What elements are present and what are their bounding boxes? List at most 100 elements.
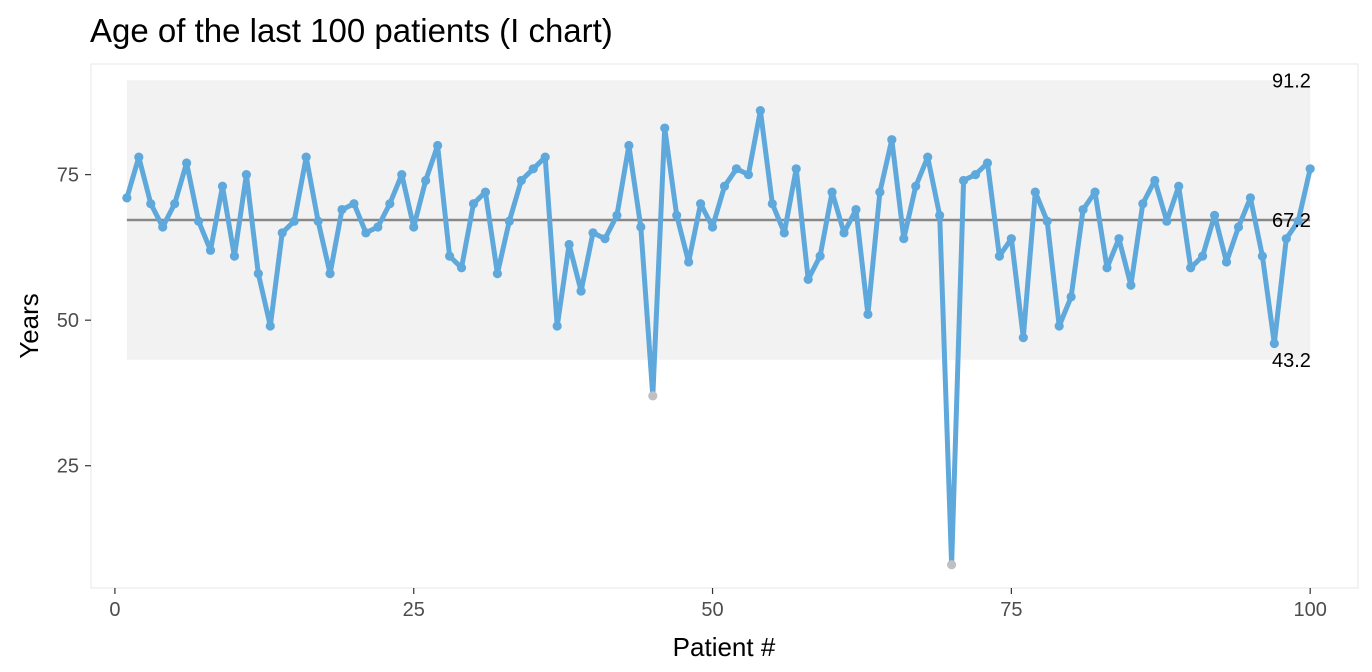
- data-point: [456, 263, 467, 273]
- data-point: [480, 187, 491, 197]
- plot-panel: [90, 63, 1359, 589]
- data-point: [719, 181, 730, 191]
- data-point: [731, 164, 742, 174]
- data-point: [253, 269, 263, 279]
- data-point: [767, 199, 777, 209]
- data-point: [1233, 222, 1244, 232]
- data-point: [468, 199, 479, 209]
- data-point: [911, 181, 921, 191]
- data-point: [1030, 187, 1040, 197]
- data-point: [349, 199, 359, 209]
- data-point: [444, 251, 455, 261]
- data-point: [337, 204, 347, 215]
- data-point: [1138, 199, 1148, 209]
- y-tick-label: 50: [57, 310, 79, 332]
- data-point: [899, 234, 909, 244]
- data-point: [409, 222, 419, 232]
- data-point: [779, 228, 789, 238]
- data-point: [743, 170, 754, 180]
- data-point: [863, 309, 873, 319]
- data-point: [827, 187, 837, 197]
- data-point: [624, 140, 634, 151]
- data-point: [158, 222, 168, 232]
- data-point: [433, 140, 443, 151]
- x-axis-title: Patient #: [673, 632, 776, 662]
- data-point: [146, 199, 156, 209]
- y-tick-label: 25: [57, 456, 79, 478]
- chart-title: Age of the last 100 patients (I chart): [90, 12, 613, 49]
- data-point: [217, 181, 228, 191]
- data-point: [1209, 210, 1220, 220]
- data-point: [695, 199, 706, 209]
- data-point: [576, 286, 586, 296]
- data-point: [1305, 164, 1315, 174]
- data-point: [660, 123, 670, 133]
- data-point: [1162, 216, 1172, 226]
- data-point: [1006, 234, 1016, 244]
- data-point: [994, 251, 1005, 261]
- data-point: [1078, 204, 1088, 215]
- data-point: [1102, 263, 1112, 273]
- data-point: [684, 257, 694, 267]
- data-point: [289, 216, 299, 226]
- data-point: [636, 222, 646, 232]
- data-point: [1150, 175, 1160, 186]
- data-point: [887, 135, 897, 145]
- data-point: [1281, 234, 1291, 244]
- data-point: [1090, 187, 1100, 197]
- data-point: [265, 321, 275, 331]
- data-point: [277, 228, 287, 238]
- data-point: [325, 269, 335, 279]
- data-point: [1257, 251, 1267, 261]
- data-point: [528, 164, 538, 174]
- data-point: [492, 269, 502, 279]
- data-point: [1269, 338, 1279, 349]
- data-point: [205, 245, 216, 255]
- data-point: [982, 158, 993, 168]
- data-point: [1126, 280, 1136, 290]
- data-point: [1174, 181, 1184, 191]
- data-point: [134, 152, 144, 162]
- data-point: [1293, 216, 1303, 226]
- data-point: [1042, 216, 1052, 226]
- data-point: [385, 199, 395, 209]
- outlier-point: [947, 560, 957, 570]
- data-point: [1054, 321, 1064, 331]
- x-tick-label: 25: [403, 599, 425, 621]
- data-point: [672, 210, 682, 220]
- data-point: [504, 216, 514, 226]
- data-point: [552, 321, 562, 331]
- outlier-point: [648, 391, 658, 401]
- data-point: [122, 193, 132, 203]
- x-tick-label: 75: [1000, 599, 1022, 621]
- data-point: [1245, 193, 1256, 203]
- data-point: [1066, 292, 1076, 302]
- data-point: [588, 228, 598, 238]
- data-point: [1018, 333, 1028, 343]
- y-axis-title: Years: [14, 293, 44, 359]
- lower-limit-label: 43.2: [1272, 350, 1311, 372]
- data-point: [707, 222, 718, 232]
- data-point: [791, 164, 801, 174]
- data-point: [313, 216, 323, 226]
- center-line-label: 67.2: [1272, 210, 1311, 232]
- data-point: [815, 251, 825, 261]
- data-point: [875, 187, 885, 197]
- data-point: [241, 170, 251, 180]
- data-point: [600, 234, 610, 244]
- data-point: [193, 216, 204, 226]
- data-point: [229, 251, 240, 261]
- data-point: [923, 152, 933, 162]
- upper-limit-label: 91.2: [1272, 70, 1311, 92]
- data-point: [1198, 251, 1208, 261]
- data-point: [182, 158, 192, 168]
- data-point: [170, 199, 180, 209]
- data-point: [1221, 257, 1232, 267]
- data-point: [516, 175, 526, 186]
- x-tick-label: 100: [1294, 599, 1327, 621]
- data-point: [1114, 234, 1124, 244]
- data-point: [839, 228, 849, 238]
- data-point: [373, 222, 383, 232]
- data-point: [958, 175, 969, 186]
